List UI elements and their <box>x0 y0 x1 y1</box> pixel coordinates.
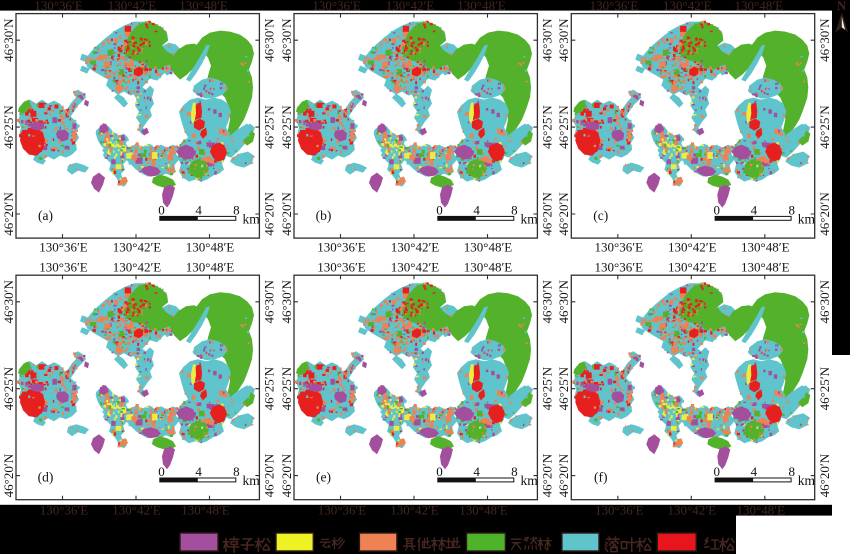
svg-text:46°25′N: 46°25′N <box>262 105 277 149</box>
svg-text:46°25′N: 46°25′N <box>556 366 571 410</box>
svg-text:46°20′N: 46°20′N <box>817 453 832 497</box>
svg-text:46°25′N: 46°25′N <box>817 105 832 149</box>
svg-text:130°42′E: 130°42′E <box>391 240 440 255</box>
svg-text:46°20′N: 46°20′N <box>1 192 16 236</box>
svg-text:130°42′E: 130°42′E <box>391 260 440 275</box>
svg-text:46°20′N: 46°20′N <box>540 453 555 497</box>
svg-text:46°30′N: 46°30′N <box>262 18 277 62</box>
svg-text:130°48′E: 130°48′E <box>186 240 235 255</box>
svg-text:130°48′E: 130°48′E <box>737 503 786 518</box>
svg-text:46°20′N: 46°20′N <box>279 192 294 236</box>
svg-text:(a): (a) <box>38 208 53 223</box>
svg-text:130°42′E: 130°42′E <box>390 503 439 518</box>
svg-text:46°30′N: 46°30′N <box>1 18 16 62</box>
svg-text:130°36′E: 130°36′E <box>595 240 644 255</box>
svg-text:46°25′N: 46°25′N <box>1 105 16 149</box>
svg-text:130°36′E: 130°36′E <box>318 503 367 518</box>
svg-text:46°20′N: 46°20′N <box>556 192 571 236</box>
svg-text:46°30′N: 46°30′N <box>540 279 555 323</box>
svg-text:130°42′E: 130°42′E <box>386 0 435 13</box>
svg-text:130°42′E: 130°42′E <box>668 260 717 275</box>
svg-text:46°20′N: 46°20′N <box>540 192 555 236</box>
svg-text:46°20′N: 46°20′N <box>262 192 277 236</box>
svg-text:130°36′E: 130°36′E <box>590 0 639 13</box>
svg-text:130°36′E: 130°36′E <box>34 0 83 13</box>
svg-text:46°25′N: 46°25′N <box>279 105 294 149</box>
svg-text:46°25′N: 46°25′N <box>817 366 832 410</box>
svg-text:130°48′E: 130°48′E <box>181 503 230 518</box>
svg-text:130°48′E: 130°48′E <box>741 240 790 255</box>
svg-text:130°42′E: 130°42′E <box>113 240 162 255</box>
svg-text:46°25′N: 46°25′N <box>556 105 571 149</box>
svg-text:130°36′E: 130°36′E <box>595 260 644 275</box>
svg-text:130°48′E: 130°48′E <box>464 260 513 275</box>
svg-text:130°42′E: 130°42′E <box>663 0 712 13</box>
svg-text:130°42′E: 130°42′E <box>112 503 161 518</box>
svg-text:46°30′N: 46°30′N <box>262 279 277 323</box>
svg-text:130°48′E: 130°48′E <box>457 0 506 13</box>
svg-text:130°36′E: 130°36′E <box>595 503 644 518</box>
svg-text:130°42′E: 130°42′E <box>668 240 717 255</box>
svg-text:46°20′N: 46°20′N <box>279 453 294 497</box>
svg-text:130°42′E: 130°42′E <box>668 503 717 518</box>
svg-text:130°36′E: 130°36′E <box>40 503 89 518</box>
svg-text:46°30′N: 46°30′N <box>279 279 294 323</box>
svg-text:(c): (c) <box>593 208 608 223</box>
svg-text:130°48′E: 130°48′E <box>459 503 508 518</box>
svg-text:(d): (d) <box>38 470 54 485</box>
svg-text:46°30′N: 46°30′N <box>540 18 555 62</box>
svg-text:(e): (e) <box>316 470 331 485</box>
svg-text:130°48′E: 130°48′E <box>741 260 790 275</box>
svg-text:46°30′N: 46°30′N <box>817 279 832 323</box>
svg-text:130°36′E: 130°36′E <box>317 260 366 275</box>
svg-text:46°25′N: 46°25′N <box>279 366 294 410</box>
svg-text:46°30′N: 46°30′N <box>817 18 832 62</box>
svg-text:46°20′N: 46°20′N <box>556 453 571 497</box>
svg-text:46°25′N: 46°25′N <box>1 366 16 410</box>
svg-text:46°25′N: 46°25′N <box>262 366 277 410</box>
svg-text:130°48′E: 130°48′E <box>735 0 784 13</box>
svg-text:130°48′E: 130°48′E <box>179 0 228 13</box>
svg-text:130°42′E: 130°42′E <box>113 260 162 275</box>
svg-text:130°36′E: 130°36′E <box>39 240 88 255</box>
svg-text:130°48′E: 130°48′E <box>186 260 235 275</box>
svg-text:46°20′N: 46°20′N <box>262 453 277 497</box>
svg-text:46°20′N: 46°20′N <box>817 192 832 236</box>
svg-text:46°25′N: 46°25′N <box>540 105 555 149</box>
svg-text:N: N <box>837 0 846 13</box>
svg-text:46°30′N: 46°30′N <box>556 18 571 62</box>
svg-text:(f): (f) <box>594 470 608 485</box>
svg-text:46°20′N: 46°20′N <box>1 453 16 497</box>
svg-text:130°36′E: 130°36′E <box>39 260 88 275</box>
svg-text:130°42′E: 130°42′E <box>108 0 157 13</box>
svg-text:130°36′E: 130°36′E <box>312 0 361 13</box>
svg-text:46°30′N: 46°30′N <box>1 279 16 323</box>
svg-text:(b): (b) <box>316 208 332 223</box>
svg-text:130°36′E: 130°36′E <box>317 240 366 255</box>
svg-text:46°30′N: 46°30′N <box>556 279 571 323</box>
svg-text:46°25′N: 46°25′N <box>540 366 555 410</box>
svg-text:130°48′E: 130°48′E <box>464 240 513 255</box>
svg-text:46°30′N: 46°30′N <box>279 18 294 62</box>
